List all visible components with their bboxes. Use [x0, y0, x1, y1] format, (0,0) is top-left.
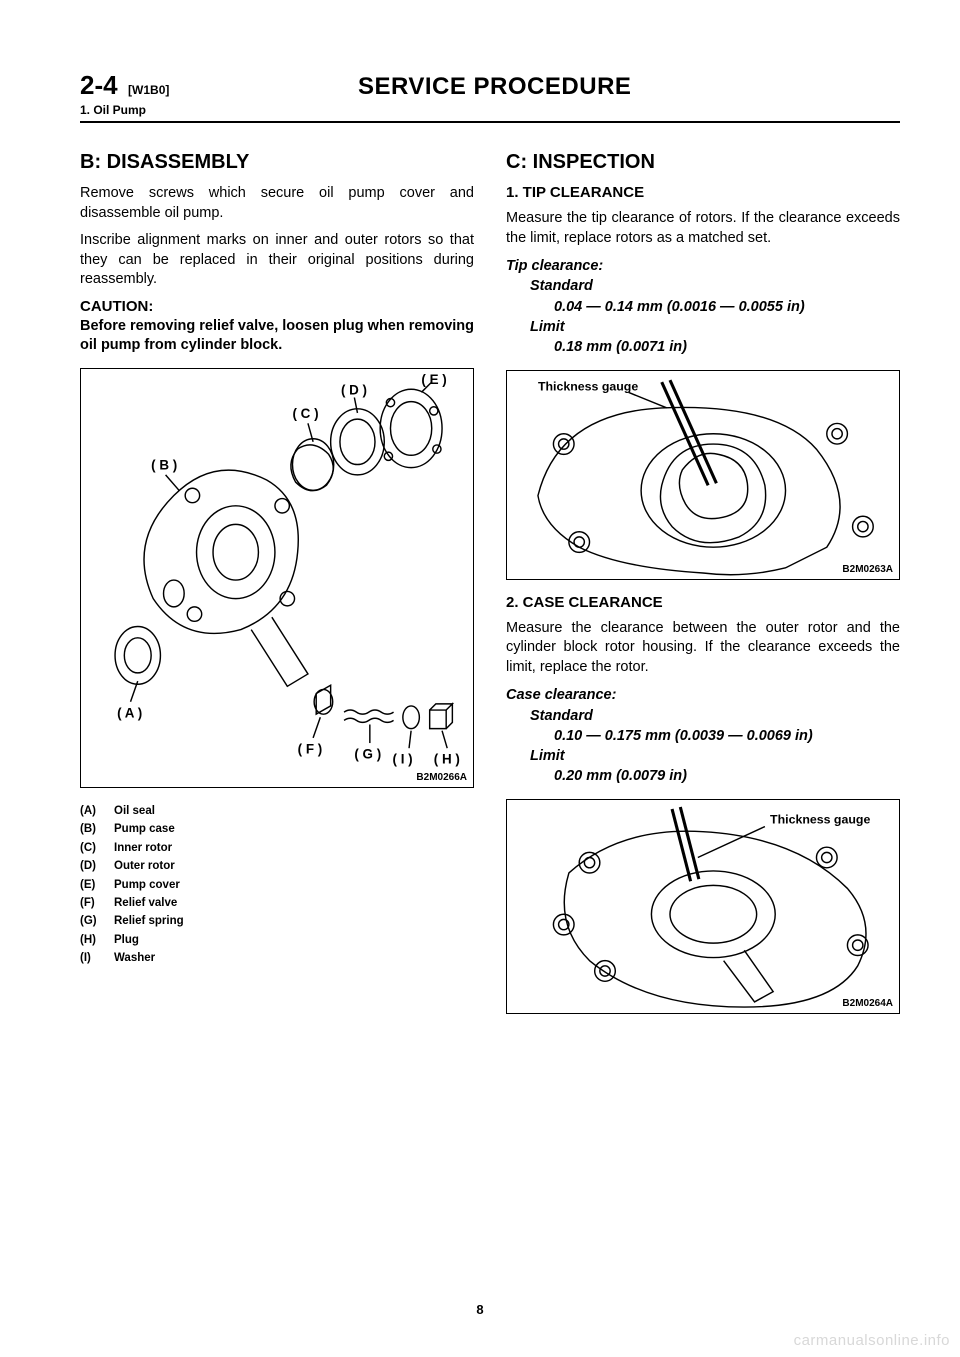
- callout-a: ( A ): [117, 705, 142, 720]
- figure-code-2: B2M0263A: [842, 564, 893, 575]
- spec2-std-label: Standard: [530, 706, 900, 726]
- header-subtitle: 1. Oil Pump: [80, 103, 169, 117]
- caution-label: CAUTION:: [80, 298, 474, 315]
- spec1-limit-value: 0.18 mm (0.0071 in): [554, 337, 900, 357]
- case-clearance-p: Measure the clearance between the outer …: [506, 619, 900, 678]
- legend-c: Inner rotor: [114, 839, 172, 857]
- spec2-limit-label: Limit: [530, 746, 900, 766]
- spec1-limit-label: Limit: [530, 317, 900, 337]
- callout-d: ( D ): [341, 382, 367, 397]
- figure-code-3: B2M0264A: [842, 998, 893, 1009]
- header-title: SERVICE PROCEDURE: [169, 73, 820, 101]
- case-clearance-title: 2. CASE CLEARANCE: [506, 594, 900, 611]
- callout-i: ( I ): [393, 752, 413, 767]
- section-code: [W1B0]: [128, 83, 169, 97]
- figure-case-clearance: Thickness gauge B2M0264A: [506, 799, 900, 1014]
- legend-d: Outer rotor: [114, 857, 175, 875]
- figure-code-1: B2M0266A: [416, 772, 467, 783]
- callout-c: ( C ): [292, 406, 318, 421]
- legend-e: Pump cover: [114, 876, 180, 894]
- legend: (A)Oil seal (B)Pump case (C)Inner rotor …: [80, 802, 474, 968]
- legend-g: Relief spring: [114, 912, 184, 930]
- callout-g: ( G ): [354, 746, 381, 761]
- disassembly-p2: Inscribe alignment marks on inner and ou…: [80, 231, 474, 290]
- content-columns: B: DISASSEMBLY Remove screws which secur…: [80, 151, 900, 1028]
- callout-f: ( F ): [298, 741, 323, 756]
- legend-i: Washer: [114, 949, 155, 967]
- right-column: C: INSPECTION 1. TIP CLEARANCE Measure t…: [506, 151, 900, 1028]
- legend-h: Plug: [114, 931, 139, 949]
- spec1-std-label: Standard: [530, 276, 900, 296]
- footer-page-number: 8: [476, 1302, 483, 1317]
- tip-clearance-spec: Tip clearance: Standard 0.04 — 0.14 mm (…: [506, 256, 900, 357]
- tip-clearance-svg: Thickness gauge: [507, 371, 899, 579]
- legend-b: Pump case: [114, 820, 175, 838]
- callout-e: ( E ): [421, 372, 446, 387]
- figure-tip-clearance: Thickness gauge B2M0263A: [506, 370, 900, 580]
- fig2-label: Thickness gauge: [770, 812, 870, 826]
- spec2-std-value: 0.10 — 0.175 mm (0.0039 — 0.0069 in): [554, 726, 900, 746]
- page-number: 2-4: [80, 70, 118, 100]
- figure-exploded: ( A ) ( B ) ( C ) ( D ) ( E ) ( F ) ( G …: [80, 368, 474, 788]
- fig1-label: Thickness gauge: [538, 379, 638, 393]
- spec1-title: Tip clearance:: [506, 256, 900, 276]
- caution-body: Before removing relief valve, loosen plu…: [80, 317, 474, 356]
- legend-a: Oil seal: [114, 802, 155, 820]
- spec2-limit-value: 0.20 mm (0.0079 in): [554, 766, 900, 786]
- page-header: 2-4 [W1B0] 1. Oil Pump SERVICE PROCEDURE: [80, 70, 900, 123]
- page: 2-4 [W1B0] 1. Oil Pump SERVICE PROCEDURE…: [0, 0, 960, 1357]
- spec2-title: Case clearance:: [506, 685, 900, 705]
- left-column: B: DISASSEMBLY Remove screws which secur…: [80, 151, 474, 1028]
- spec1-std-value: 0.04 — 0.14 mm (0.0016 — 0.0055 in): [554, 297, 900, 317]
- tip-clearance-title: 1. TIP CLEARANCE: [506, 184, 900, 201]
- case-clearance-svg: Thickness gauge: [507, 800, 899, 1013]
- callout-h: ( H ): [434, 752, 460, 767]
- header-left: 2-4 [W1B0] 1. Oil Pump: [80, 70, 169, 117]
- case-clearance-spec: Case clearance: Standard 0.10 — 0.175 mm…: [506, 685, 900, 786]
- disassembly-p1: Remove screws which secure oil pump cove…: [80, 184, 474, 223]
- exploded-diagram-svg: ( A ) ( B ) ( C ) ( D ) ( E ) ( F ) ( G …: [81, 369, 473, 787]
- watermark: carmanualsonline.info: [794, 1332, 950, 1349]
- legend-f: Relief valve: [114, 894, 177, 912]
- section-b-title: B: DISASSEMBLY: [80, 151, 474, 174]
- section-c-title: C: INSPECTION: [506, 151, 900, 174]
- tip-clearance-p: Measure the tip clearance of rotors. If …: [506, 209, 900, 248]
- callout-b: ( B ): [151, 458, 177, 473]
